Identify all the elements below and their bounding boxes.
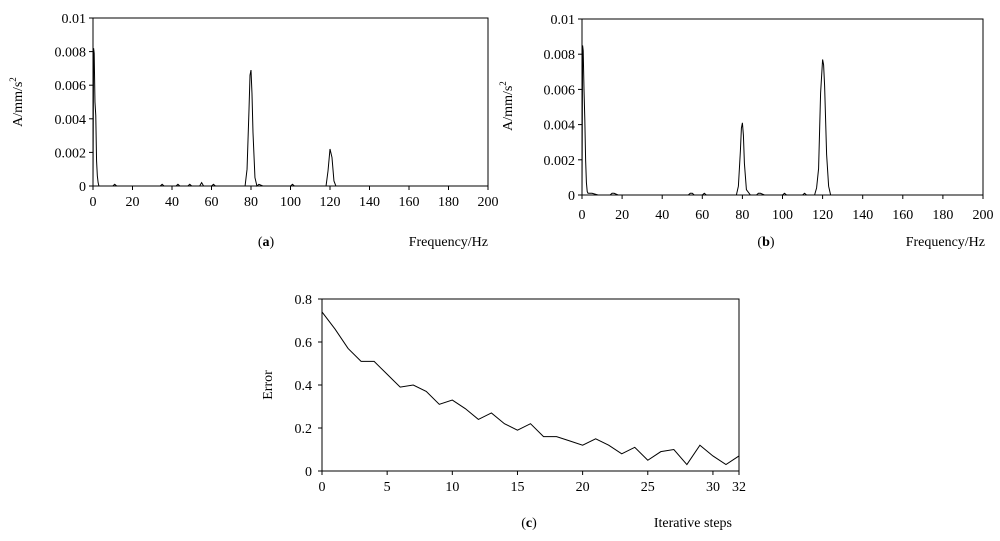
panel-b-y-tick-label: 0.004 — [544, 119, 576, 134]
panel-b-y-tick-label: 0.006 — [544, 83, 576, 98]
panel-c-y-tick-label: 0.2 — [295, 422, 313, 437]
panel-c-y-tick-label: 0.6 — [295, 336, 313, 351]
panel-a-plot-frame — [92, 17, 489, 187]
panel-a-x-tick-label: 60 — [205, 195, 219, 210]
panel-b-x-axis: 0 20 40 60 80 100 120 140 160 180 200 — [579, 195, 994, 223]
panel-c-x-tick-label: 20 — [576, 480, 590, 495]
panel-a: 0 0.002 0.004 0.006 0.008 0.01 0 20 40 60 80 100 12… — [8, 12, 499, 250]
panel-a-y-tick-label: 0.006 — [55, 79, 87, 94]
panel-a-y-tick-label: 0.01 — [62, 12, 87, 27]
panel-b-y-tick-label: 0.01 — [551, 13, 576, 28]
panel-c-x-tick-label: 10 — [445, 480, 459, 495]
panel-a-x-tick-label: 20 — [126, 195, 140, 210]
panel-a-x-axis-label: Frequency/Hz — [409, 235, 488, 250]
panel-b: 0 0.002 0.004 0.006 0.008 0.01 0 20 40 60 80 100 12… — [498, 13, 994, 250]
panel-b-x-tick-label: 160 — [892, 208, 913, 223]
panel-c-x-tick-label: 30 — [706, 480, 720, 495]
panel-b-x-tick-label: 0 — [579, 208, 586, 223]
panel-a-y-tick-label: 0.004 — [55, 113, 87, 128]
panel-b-x-tick-label: 180 — [932, 208, 953, 223]
panel-c-x-axis-label: Iterative steps — [654, 516, 732, 531]
panel-b-y-axis: 0 0.002 0.004 0.006 0.008 0.01 — [544, 13, 582, 204]
panel-a-y-axis: 0 0.002 0.004 0.006 0.008 0.01 — [55, 12, 93, 195]
panel-b-label: (b) — [757, 235, 774, 250]
panel-b-y-axis-label: A/mm/s2 — [498, 81, 516, 131]
panel-c-series-line — [321, 311, 740, 466]
panel-c-y-tick-label: 0.8 — [295, 293, 313, 308]
panel-b-x-tick-label: 80 — [735, 208, 749, 223]
panel-c-x-tick-label: 15 — [510, 480, 524, 495]
panel-a-x-tick-label: 160 — [399, 195, 420, 210]
panel-a-x-tick-label: 200 — [478, 195, 499, 210]
panel-c-x-tick-label: 32 — [732, 480, 746, 495]
panel-c-x-tick-label: 5 — [384, 480, 391, 495]
panel-a-y-tick-label: 0.008 — [55, 46, 87, 61]
panel-a-series-line — [92, 48, 488, 187]
panel-b-plot-frame — [581, 18, 984, 196]
panel-c: 0 0.2 0.4 0.6 0.8 0 5 10 15 20 25 30 32 Error (c) I… — [261, 293, 746, 531]
panel-a-x-tick-label: 80 — [244, 195, 258, 210]
panel-c-y-tick-label: 0 — [305, 465, 312, 480]
panel-a-x-tick-label: 180 — [438, 195, 459, 210]
panel-b-x-axis-label: Frequency/Hz — [906, 235, 985, 250]
panel-a-x-axis: 0 20 40 60 80 100 120 140 160 180 200 — [90, 186, 499, 210]
panel-b-y-tick-label: 0 — [568, 189, 575, 204]
panel-b-x-tick-label: 140 — [852, 208, 873, 223]
panel-b-x-tick-label: 200 — [973, 208, 994, 223]
panel-a-x-tick-label: 100 — [280, 195, 301, 210]
panel-b-y-tick-label: 0.002 — [544, 154, 576, 169]
panel-c-y-tick-label: 0.4 — [295, 379, 313, 394]
panel-b-x-tick-label: 120 — [812, 208, 833, 223]
panel-b-x-tick-label: 60 — [695, 208, 709, 223]
panel-b-x-tick-label: 20 — [615, 208, 629, 223]
panel-a-label: (a) — [258, 235, 275, 250]
panel-c-plot-frame — [321, 298, 740, 472]
panel-b-y-tick-label: 0.008 — [544, 48, 576, 63]
panel-a-x-tick-label: 120 — [320, 195, 341, 210]
panel-a-y-tick-label: 0 — [79, 180, 86, 195]
panel-a-x-tick-label: 40 — [165, 195, 179, 210]
panel-a-x-tick-label: 0 — [90, 195, 97, 210]
panel-c-x-axis: 0 5 10 15 20 25 30 32 — [319, 471, 746, 495]
panel-b-series-line — [581, 45, 983, 196]
panel-c-label: (c) — [521, 516, 537, 531]
panel-c-x-tick-label: 0 — [319, 480, 326, 495]
panel-c-y-axis-label: Error — [261, 370, 276, 400]
panel-b-x-tick-label: 100 — [772, 208, 793, 223]
panel-b-x-tick-label: 40 — [655, 208, 669, 223]
panel-a-y-tick-label: 0.002 — [55, 146, 87, 161]
panel-a-y-axis-label: A/mm/s2 — [8, 77, 26, 127]
panel-c-x-tick-label: 25 — [641, 480, 655, 495]
panel-c-y-axis: 0 0.2 0.4 0.6 0.8 — [295, 293, 322, 480]
panel-a-x-tick-label: 140 — [359, 195, 380, 210]
